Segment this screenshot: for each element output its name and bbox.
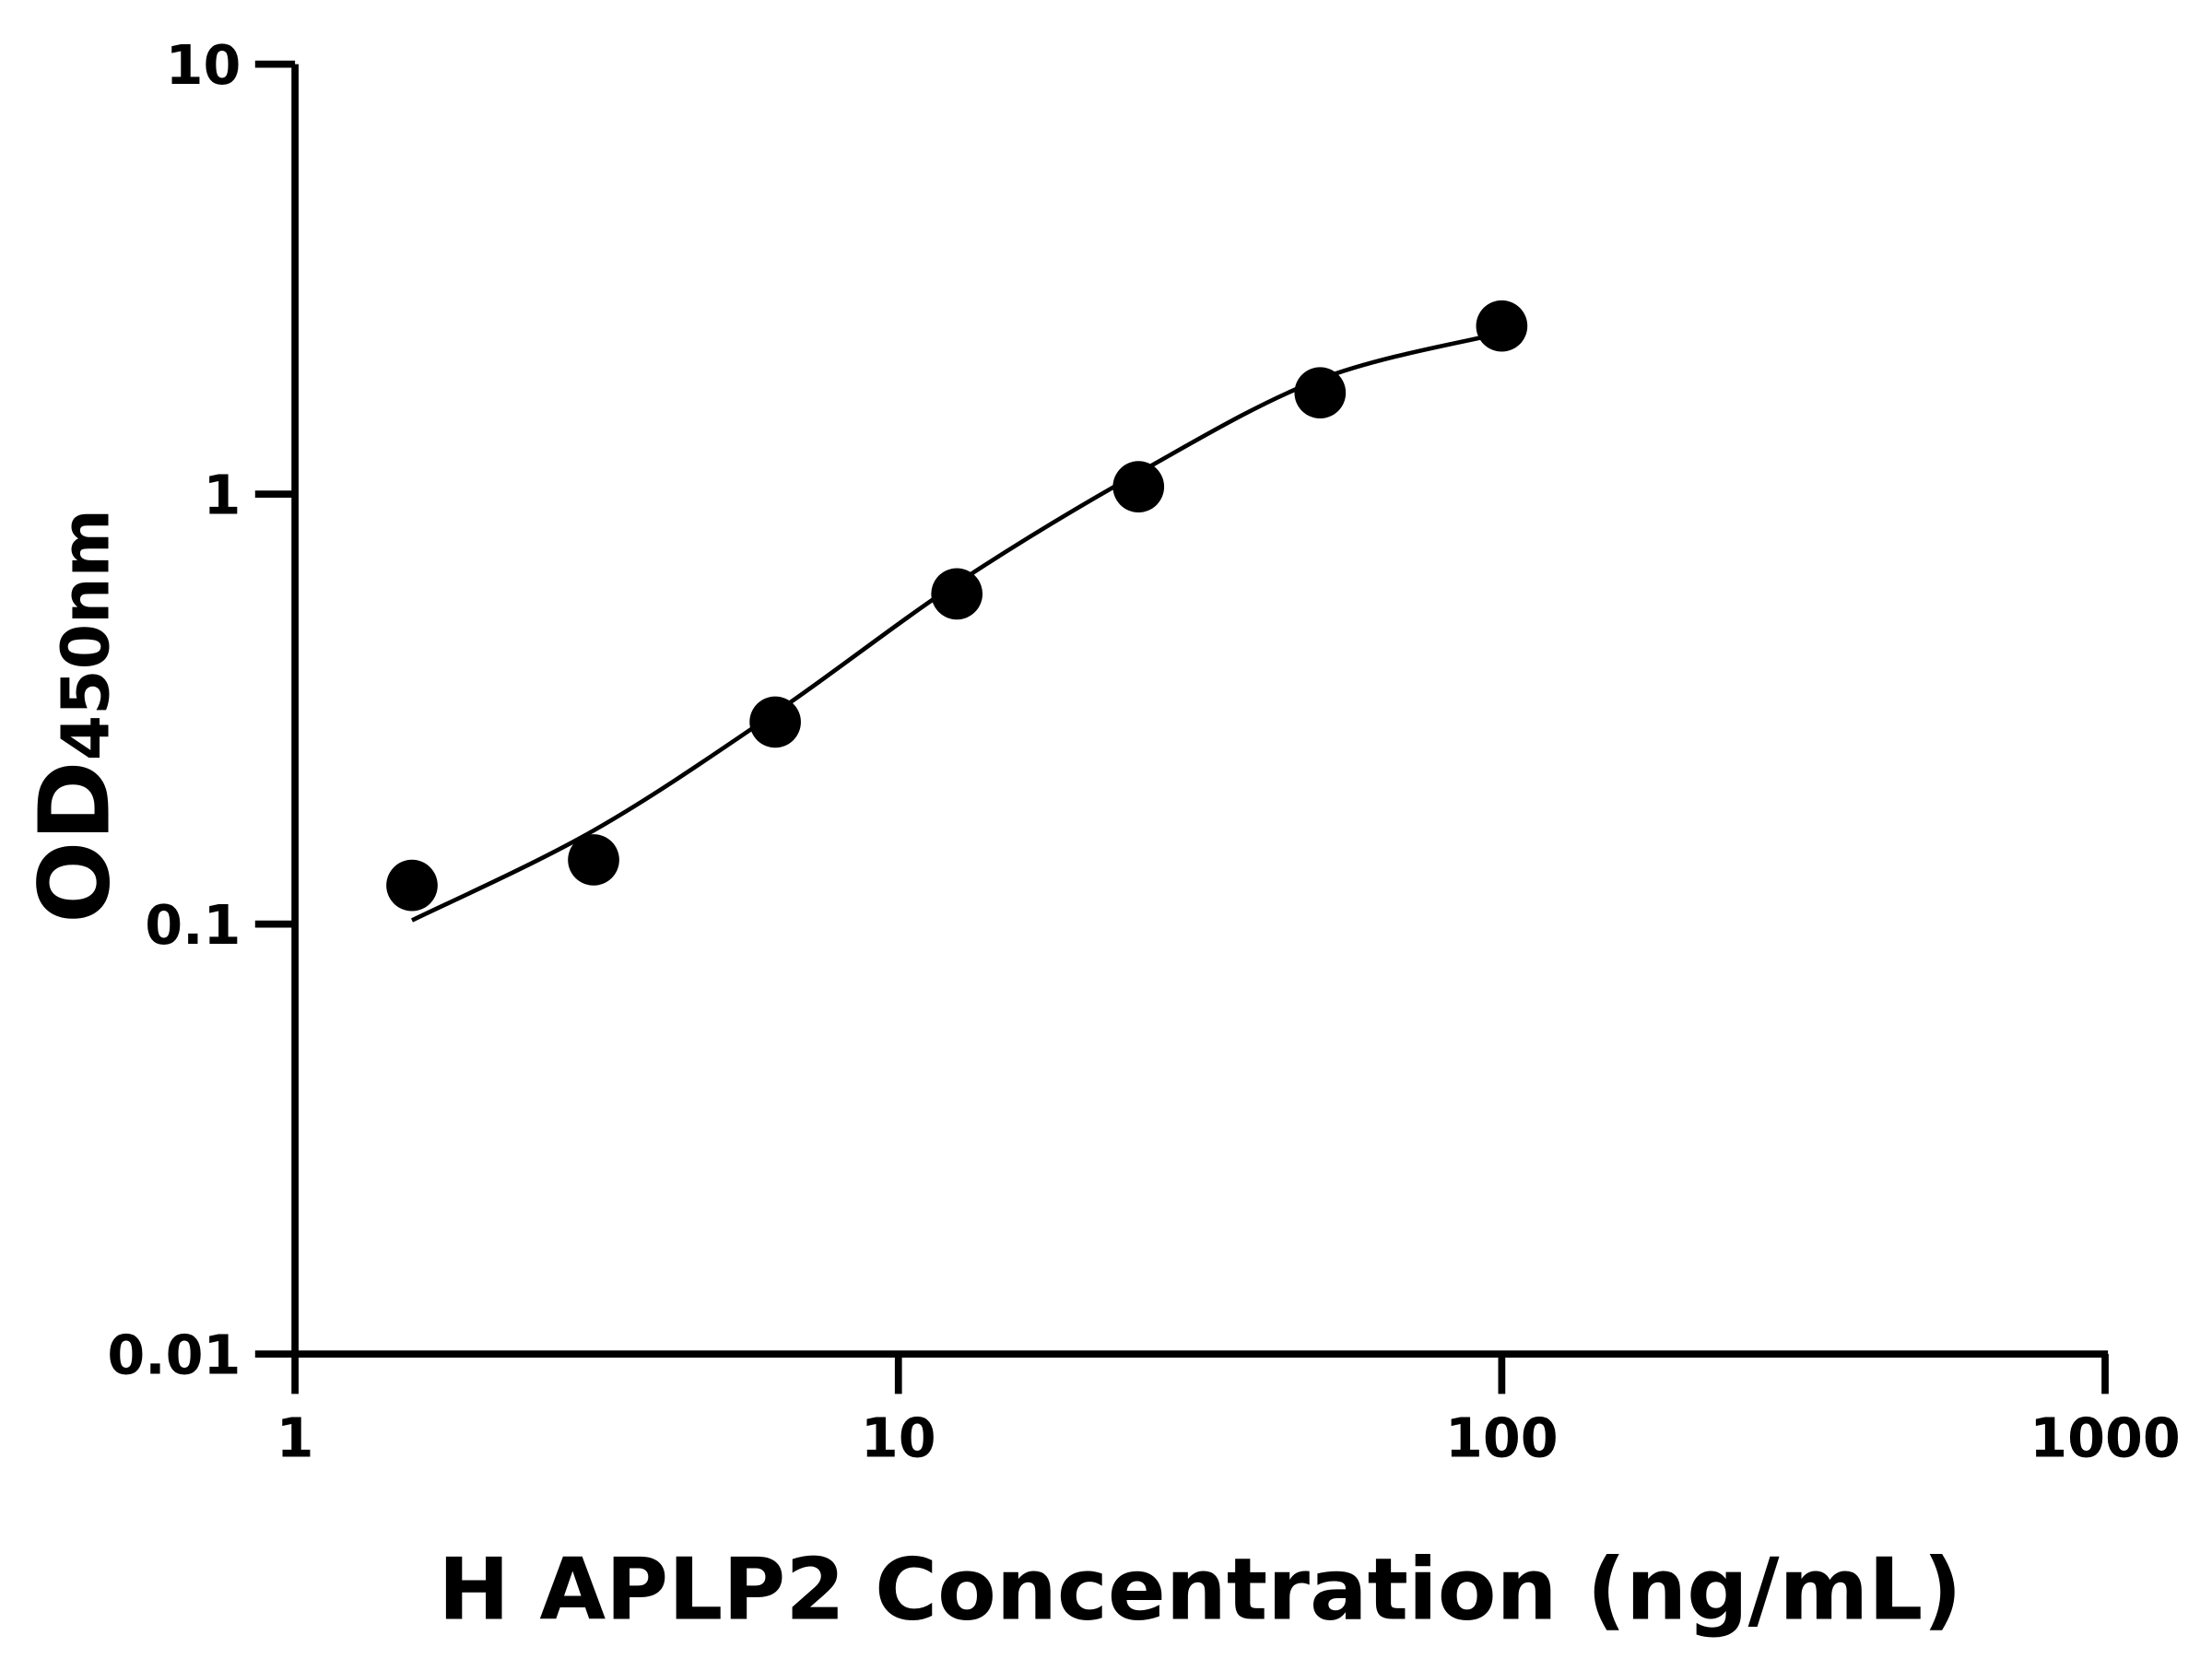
- y-axis-label: OD450nm: [18, 509, 132, 924]
- y-axis-label-main: OD: [18, 760, 132, 924]
- data-point: [1294, 367, 1347, 419]
- y-tick-label: 0.01: [107, 1324, 241, 1387]
- y-tick-label: 1: [203, 464, 241, 527]
- data-point: [568, 834, 619, 886]
- x-tick-label: 100: [1445, 1406, 1559, 1469]
- axes: 0.01 0.1 1 10 1 10 100 1000: [107, 33, 2180, 1469]
- data-point: [931, 568, 983, 620]
- x-axis-label: H APLP2 Concentration (ng/mL): [438, 1540, 1961, 1640]
- y-axis-label-sub: 450nm: [48, 509, 124, 760]
- x-tick-label: 1000: [2030, 1406, 2181, 1469]
- x-tick-label: 1: [276, 1406, 314, 1469]
- data-point: [1476, 300, 1528, 352]
- y-tick-label: 10: [166, 33, 241, 97]
- data-point: [1112, 461, 1165, 512]
- data-point: [749, 696, 801, 748]
- data-point: [386, 859, 438, 912]
- fit-curve: [410, 331, 1502, 923]
- x-tick-label: 10: [861, 1406, 936, 1469]
- y-tick-label: 0.1: [145, 893, 241, 957]
- data-points: [386, 300, 1528, 912]
